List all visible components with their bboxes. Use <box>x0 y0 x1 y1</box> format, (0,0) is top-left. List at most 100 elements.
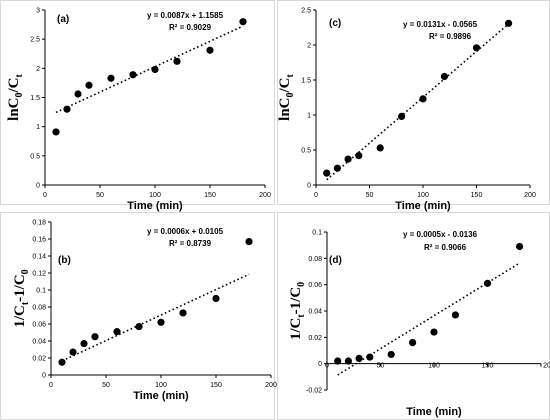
y-tick-label: 0.06 <box>308 282 322 289</box>
r-squared: R² = 0.9896 <box>429 32 472 41</box>
data-point <box>113 328 121 336</box>
data-point <box>505 19 513 27</box>
x-tick-label: 100 <box>428 363 440 370</box>
trend-line <box>61 273 250 362</box>
trend-equation: y = 0.0006x + 0.0105 <box>147 227 224 236</box>
y-tick-label: 0.04 <box>32 339 46 346</box>
data-point <box>85 81 93 89</box>
x-tick-label: 200 <box>524 192 536 199</box>
data-point <box>376 144 384 152</box>
trend-equation: y = 0.0087x + 1.1585 <box>147 11 224 20</box>
panel-label: (d) <box>329 255 342 266</box>
y-tick-label: 0.12 <box>32 271 46 278</box>
panel-frame <box>277 0 550 205</box>
x-tick-label: 100 <box>155 382 167 389</box>
y-axis-label: lnC0/Ct <box>6 74 25 121</box>
y-tick-label: 2.5 <box>301 8 311 15</box>
y-tick-label: 2.5 <box>30 37 40 44</box>
data-point <box>483 279 492 287</box>
x-tick-label: 100 <box>417 192 429 199</box>
x-axis-label: Time (min) <box>406 406 462 418</box>
y-tick-label: 2 <box>307 43 311 50</box>
y-tick-label: 0.14 <box>32 254 46 261</box>
y-tick-label: 3 <box>36 8 40 15</box>
x-axis-label: Time (min) <box>133 390 189 402</box>
data-point <box>344 155 352 163</box>
x-tick-label: 0 <box>43 192 47 199</box>
panel-c: 0 0.5 1 1.5 2 2.5 0 50 100 150 200 y = 0.0131x - 0.… <box>277 0 550 212</box>
y-tick-label: 0.18 <box>32 220 46 227</box>
x-tick-label: 50 <box>96 192 104 199</box>
r-squared: R² = 0.9066 <box>424 243 467 252</box>
data-point <box>334 357 342 365</box>
x-tick-label: 200 <box>265 382 277 389</box>
y-tick-label: 0.02 <box>32 356 46 363</box>
data-point <box>409 339 417 347</box>
y-tick-label: 0.16 <box>32 237 46 244</box>
x-tick-label: 0 <box>314 192 318 199</box>
panel-label: (a) <box>57 14 69 25</box>
y-tick-label: 0 <box>318 361 322 368</box>
y-tick-label: 0.1 <box>312 230 322 237</box>
data-point <box>58 358 66 366</box>
r-squared: R² = 0.8739 <box>169 239 212 248</box>
y-tick-label: 0.06 <box>32 322 46 329</box>
panel-frame <box>0 0 275 205</box>
data-point <box>179 309 187 317</box>
y-tick-label: 0.1 <box>36 288 46 295</box>
data-point <box>516 242 524 251</box>
data-point <box>151 65 159 74</box>
x-tick-label: 50 <box>377 363 385 370</box>
trend-line <box>326 23 510 181</box>
y-axis-label: 1/Ct-1/C0 <box>288 282 307 340</box>
x-tick-label: 50 <box>366 192 374 199</box>
y-axis-label: 1/Ct-1/C0 <box>12 269 31 327</box>
panel-label: (c) <box>329 18 341 29</box>
data-point <box>63 105 71 113</box>
data-point <box>107 74 115 82</box>
y-tick-label: 0.08 <box>308 256 322 263</box>
x-tick-label: 150 <box>210 382 222 389</box>
x-tick-label: 150 <box>204 192 216 199</box>
data-point <box>398 112 406 120</box>
x-axis-label: Time (min) <box>127 200 183 212</box>
data-point <box>135 322 143 331</box>
data-point <box>451 311 459 319</box>
data-point <box>239 18 247 26</box>
y-tick-label: 0.5 <box>30 153 40 160</box>
trend-line <box>55 25 244 114</box>
data-point <box>245 237 253 246</box>
y-tick-label: 0 <box>42 373 46 380</box>
data-point <box>355 152 363 160</box>
x-tick-label: 0 <box>49 382 53 389</box>
y-tick-label: 0 <box>36 183 40 190</box>
y-tick-label: 1.5 <box>30 95 40 102</box>
x-tick-label: 150 <box>471 192 483 199</box>
y-tick-label: 0.08 <box>32 305 46 312</box>
panel-b: 0 0.02 0.04 0.06 0.08 0.1 0.12 0.14 0.16 0.18 0 50 1… <box>0 212 277 420</box>
trend-equation: y = 0.0005x - 0.0136 <box>403 230 478 239</box>
x-tick-label: 150 <box>482 363 494 370</box>
r-squared: R² = 0.9029 <box>169 23 212 32</box>
y-tick-label: 0.5 <box>301 148 311 155</box>
data-point <box>472 44 481 52</box>
x-axis-label: Time (min) <box>395 200 451 212</box>
y-tick-label: 1.5 <box>301 78 311 85</box>
data-point <box>344 357 352 365</box>
x-tick-label: 50 <box>102 382 110 389</box>
data-point <box>129 71 137 79</box>
data-point <box>74 90 82 98</box>
panel-d: -0.02 0 0.02 0.04 0.06 0.08 0.1 0 50 100 150 200 y =… <box>277 212 550 420</box>
y-tick-label: -0.02 <box>306 388 322 395</box>
x-tick-label: 100 <box>149 192 161 199</box>
y-tick-label: 1 <box>36 124 40 131</box>
data-point <box>419 95 427 103</box>
data-point <box>387 350 395 359</box>
data-point <box>206 46 214 54</box>
data-point <box>355 354 363 362</box>
data-point <box>157 318 165 326</box>
y-tick-label: 1 <box>307 113 311 120</box>
x-tick-label: 200 <box>259 192 271 199</box>
data-point <box>440 72 448 81</box>
